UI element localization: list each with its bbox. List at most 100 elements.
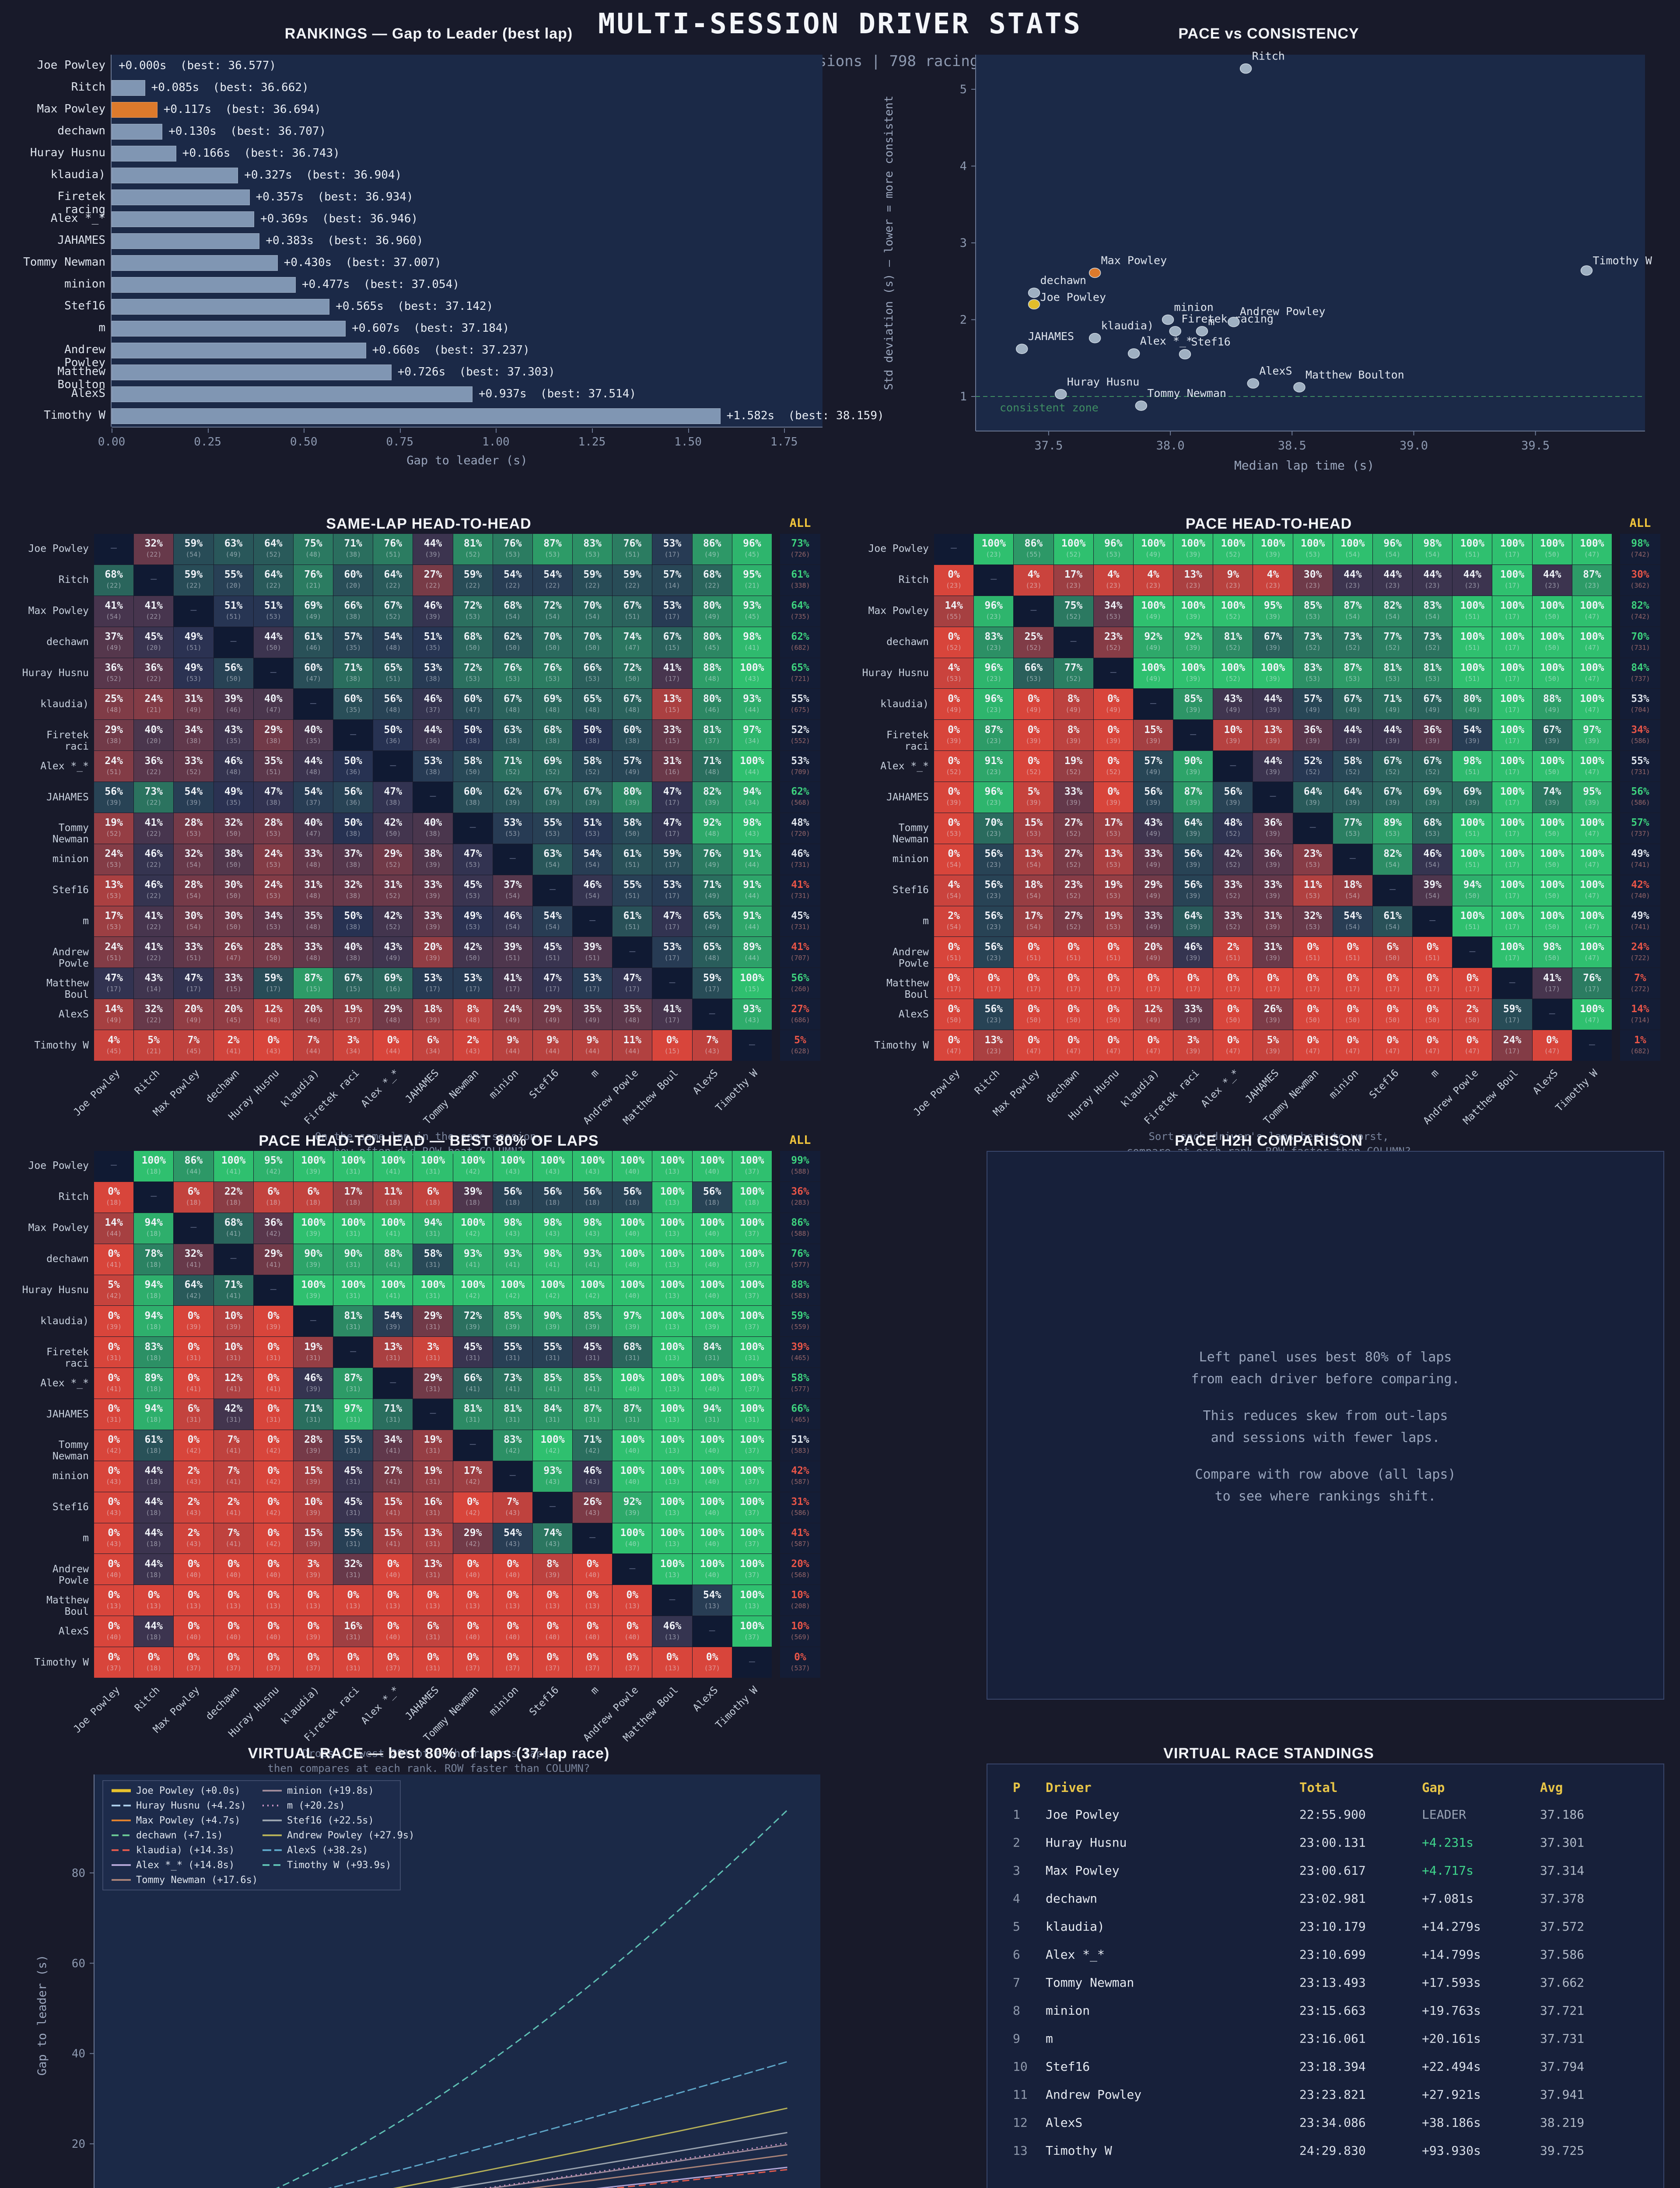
h2h-cell: 96% (23) <box>974 782 1014 813</box>
matrix-row-label: Andrew Powle <box>52 946 89 969</box>
h2h-cell: 61% (51) <box>612 844 652 875</box>
h2h-cell: 83% (54) <box>1413 596 1452 627</box>
h2h-cell: 96% (23) <box>974 658 1014 689</box>
h2h-cell: 81% (31) <box>453 1399 493 1430</box>
standings-cell: klaudia) <box>1046 1919 1105 1934</box>
h2h-cell: 70% (50) <box>573 627 612 658</box>
h2h-cell: 0% (43) <box>94 1461 134 1492</box>
h2h-cell: 96% (45) <box>732 534 772 565</box>
h2h-cell: 57% (49) <box>612 751 652 782</box>
h2h-cell: 53% (38) <box>413 658 453 689</box>
standings-cell: 9 <box>1013 2031 1020 2046</box>
h2h-cell: 0% (50) <box>1014 999 1054 1030</box>
h2h-cell: 67% (15) <box>333 968 373 999</box>
matrix-row-label: JAHAMES <box>886 791 929 803</box>
h2h-cell: 4% (54) <box>934 875 974 906</box>
h2h-all-cell: 55% (731) <box>1620 751 1660 782</box>
h2h-cell: 39% (46) <box>214 689 253 720</box>
svg-text:5: 5 <box>960 83 967 96</box>
diag-dash: – <box>1070 635 1077 647</box>
h2h-cell: 42% (50) <box>453 937 493 968</box>
gap-annotation: +0.117s (best: 36.694) <box>163 103 321 116</box>
virtual-race-svg: 14710131619222528313437020406080LapGap t… <box>35 1774 820 2188</box>
standings-cell: 37.301 <box>1540 1835 1585 1850</box>
h2h-cell: 2% (43) <box>453 1030 493 1061</box>
standings-box <box>987 1764 1664 2188</box>
h2h-cell: 49% (51) <box>174 627 214 658</box>
h2h-cell: 70% (54) <box>573 596 612 627</box>
h2h-cell: 56% (39) <box>1173 875 1213 906</box>
h2h-cell: 44% (23) <box>1532 565 1572 596</box>
comparison-note-box: Left panel uses best 80% of laps from eac… <box>987 1151 1664 1700</box>
matrix-row-label: Ritch <box>898 574 929 586</box>
x-tick-mark <box>399 428 401 433</box>
h2h-cell: 86% (55) <box>1014 534 1054 565</box>
h2h-cell: 0% (42) <box>253 1430 293 1461</box>
scatter-point-JAHAMES <box>1015 344 1028 354</box>
h2h-cell: 92% (48) <box>692 813 732 844</box>
matrix-diagonal-cell: – <box>1532 999 1572 1030</box>
standings-cell: 37.378 <box>1540 1891 1585 1906</box>
h2h-cell: 5% (21) <box>134 1030 174 1061</box>
h2h-cell: 100% (17) <box>1492 813 1532 844</box>
h2h-cell: 20% (49) <box>174 999 214 1030</box>
h2h-cell: 12% (49) <box>1133 999 1173 1030</box>
matrix-row-label: Max Powley <box>28 1222 89 1234</box>
h2h-cell: 57% (14) <box>652 565 692 596</box>
h2h-cell: 0% (13) <box>94 1585 134 1616</box>
h2h-cell: 24% (51) <box>94 751 134 782</box>
scatter-label: Alex *_* <box>1140 335 1193 347</box>
diag-dash: – <box>509 852 516 864</box>
h2h-cell: 100% (47) <box>1572 627 1612 658</box>
matrix-diagonal-cell: – <box>413 1399 453 1430</box>
h2h-cell: 71% (38) <box>333 658 373 689</box>
matrix-row-label: Max Powley <box>28 605 89 617</box>
h2h-cell: 67% (51) <box>612 596 652 627</box>
matrix-row-label: Alex *_* <box>880 760 929 772</box>
bar-driver-label: Firetek racing <box>57 190 105 216</box>
matrix-diagonal-cell: – <box>573 1523 612 1554</box>
h2h-cell: 54% (54) <box>1333 906 1372 937</box>
h2h-cell: 31% (49) <box>174 689 214 720</box>
standings-cell: +20.161s <box>1422 2031 1481 2046</box>
h2h-cell: 68% (22) <box>94 565 134 596</box>
h2h-cell: 50% (38) <box>333 906 373 937</box>
h2h-cell: 100% (40) <box>612 1430 652 1461</box>
standings-table: P Driver Total Gap Avg 1 Joe Powley 22:55.900 LE… <box>858 1733 1680 2188</box>
h2h-cell: 0% (47) <box>1532 1030 1572 1061</box>
h2h-cell: 47% (38) <box>373 782 413 813</box>
h2h-cell: 0% (31) <box>413 1647 453 1678</box>
matrix-footnote-line1: Drops slowest 20% of each driver's laps, <box>302 1747 555 1760</box>
h2h-cell: 24% (51) <box>94 937 134 968</box>
h2h-cell: 0% (47) <box>1372 1030 1413 1061</box>
h2h-cell: 85% (41) <box>573 1368 612 1399</box>
h2h-cell: 29% (31) <box>413 1368 453 1399</box>
h2h-cell: 0% (37) <box>253 1647 293 1678</box>
h2h-cell: 0% (31) <box>94 1399 134 1430</box>
h2h-comparison-note: Left panel uses best 80% of laps from eac… <box>858 1120 1680 1731</box>
vrace-legend-label: dechawn (+7.1s) <box>136 1830 223 1841</box>
standings-cell: 23:00.617 <box>1299 1863 1366 1878</box>
h2h-cell: 17% (42) <box>453 1461 493 1492</box>
standings-cell: 10 <box>1013 2059 1028 2074</box>
h2h-all-cell: 0% (537) <box>780 1647 820 1678</box>
h2h-cell: 100% (41) <box>373 1213 413 1244</box>
h2h-cell: 55% (31) <box>333 1523 373 1554</box>
h2h-cell: 0% (49) <box>1093 689 1133 720</box>
all-column-header: ALL <box>789 516 811 530</box>
h2h-cell: 0% (47) <box>1093 1030 1133 1061</box>
h2h-cell: 100% (50) <box>1532 751 1572 782</box>
h2h-cell: 29% (52) <box>373 844 413 875</box>
standings-cell: 13 <box>1013 2143 1028 2158</box>
h2h-cell: 29% (38) <box>94 720 134 751</box>
h2h-cell: 0% (51) <box>1293 937 1333 968</box>
h2h-cell: 7% (41) <box>214 1523 253 1554</box>
bar-driver-label: Max Powley <box>37 102 105 116</box>
h2h-cell: 68% (38) <box>532 720 573 751</box>
h2h-cell: 13% (53) <box>1093 844 1133 875</box>
matrix-diagonal-cell: – <box>934 534 974 565</box>
h2h-cell: 2% (43) <box>174 1461 214 1492</box>
standings-cell: Joe Powley <box>1046 1807 1120 1822</box>
vrace-line-Alex *_* <box>595 2167 788 2188</box>
h2h-cell: 7% (41) <box>214 1430 253 1461</box>
